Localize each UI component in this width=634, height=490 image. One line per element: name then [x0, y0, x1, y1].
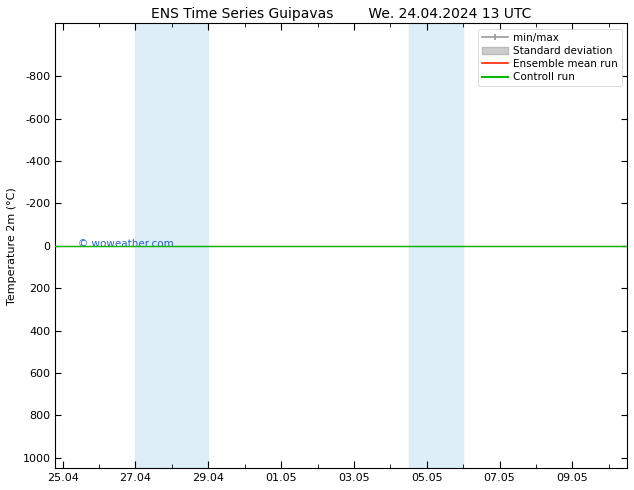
Text: © woweather.com: © woweather.com	[78, 239, 174, 248]
Bar	[408, 24, 463, 468]
Legend: min/max, Standard deviation, Ensemble mean run, Controll run: min/max, Standard deviation, Ensemble me…	[477, 29, 622, 86]
Bar	[136, 24, 209, 468]
Y-axis label: Temperature 2m (°C): Temperature 2m (°C)	[7, 187, 17, 305]
Title: ENS Time Series Guipavas        We. 24.04.2024 13 UTC: ENS Time Series Guipavas We. 24.04.2024 …	[151, 7, 531, 21]
